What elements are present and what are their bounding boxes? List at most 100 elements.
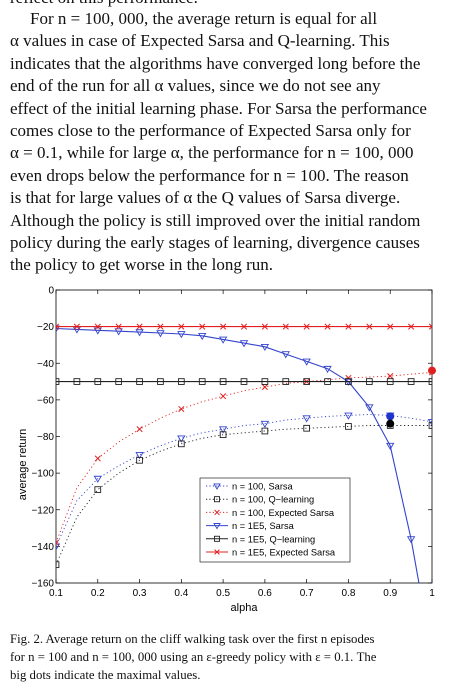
x-tick-label: 1 <box>429 588 435 599</box>
legend-label: n = 100, Sarsa <box>232 482 294 492</box>
triangle-marker <box>302 358 311 366</box>
square-marker <box>303 378 311 385</box>
paragraph-line: comes close to the performance of Expect… <box>10 121 411 141</box>
figure-chart: 0.1 0.2 0.3 0.4 0.5 0.6 0.7 0.8 0.9 1 0 −20 −40 −60 −8… <box>17 286 436 614</box>
square-marker <box>386 378 394 385</box>
triangle-marker <box>260 420 270 428</box>
square-marker <box>219 431 227 439</box>
x-axis-label: alpha <box>231 602 259 614</box>
square-marker <box>261 378 269 385</box>
triangle-marker <box>239 340 249 348</box>
square-marker <box>219 378 227 385</box>
clipped-previous-line: reflect on this performance. <box>10 0 470 8</box>
y-tick-label: −60 <box>37 395 54 406</box>
triangle-marker <box>213 483 221 490</box>
triangle-marker <box>406 536 416 544</box>
y-tick-label: −160 <box>31 579 54 590</box>
x-marker <box>345 374 352 381</box>
x-marker <box>345 323 352 330</box>
square-marker <box>177 378 185 385</box>
square-marker <box>94 378 102 385</box>
square-marker <box>365 378 373 385</box>
paragraph-line: For n = 100, 000, the average return is … <box>30 9 378 28</box>
y-tick-label: −40 <box>37 359 54 370</box>
figure-caption: Fig. 2. Average return on the cliff walk… <box>10 630 460 684</box>
series-line-3 <box>56 327 420 583</box>
x-marker <box>240 323 248 330</box>
x-marker <box>178 405 185 413</box>
x-marker <box>366 323 373 330</box>
square-marker <box>261 427 269 435</box>
x-marker <box>178 323 185 330</box>
triangle-marker <box>260 343 270 352</box>
triangle-marker <box>213 523 221 530</box>
square-marker <box>157 378 164 385</box>
x-marker <box>261 323 268 330</box>
x-tick-label: 0.4 <box>174 588 188 599</box>
legend-label: n = 1E5, Sarsa <box>232 521 295 531</box>
legend-label: n = 100, Q−learning <box>232 495 314 505</box>
x-marker <box>115 323 122 330</box>
square-marker <box>428 422 432 429</box>
triangle-marker <box>281 351 290 359</box>
triangle-marker <box>302 415 311 423</box>
caption-line: Fig. 2. Average return on the cliff walk… <box>10 632 375 646</box>
series-group <box>56 323 432 583</box>
triangle-marker <box>177 331 186 339</box>
x-marker <box>220 323 227 330</box>
triangle-marker <box>56 543 61 551</box>
legend-label: n = 1E5, Q−learning <box>232 534 315 544</box>
max-value-dot <box>428 366 436 375</box>
y-tick-label: −120 <box>31 505 54 516</box>
square-marker <box>240 378 248 385</box>
legend-label: n = 1E5, Expected Sarsa <box>232 548 336 558</box>
square-marker <box>324 378 331 385</box>
y-axis-label: average return <box>17 429 29 501</box>
paragraph-line: is that for large values of α the Q valu… <box>10 188 401 208</box>
max-value-dot <box>386 419 395 428</box>
x-marker <box>387 372 394 380</box>
x-tick-label: 0.2 <box>91 588 105 599</box>
paragraph-line: even drops below the performance for n =… <box>10 165 409 185</box>
triangle-marker <box>135 451 144 460</box>
triangle-marker <box>156 330 165 338</box>
x-marker <box>428 323 432 330</box>
x-marker <box>94 323 101 330</box>
paragraph-line: end of the run for all α values, since w… <box>10 76 381 96</box>
square-marker <box>136 456 143 464</box>
x-marker <box>387 323 394 330</box>
y-tick-label: −100 <box>31 469 54 480</box>
square-marker <box>94 486 102 493</box>
square-marker <box>177 440 185 448</box>
x-marker <box>282 323 289 330</box>
x-tick-label: 0.8 <box>341 588 355 599</box>
paragraph-line: the policy to get worse in the long run. <box>10 255 273 275</box>
square-marker <box>73 378 81 385</box>
x-tick-label: 0.7 <box>300 588 314 599</box>
x-tick-label: 0.1 <box>49 588 63 599</box>
triangle-marker <box>198 332 207 341</box>
triangle-marker <box>135 329 144 337</box>
x-marker <box>136 323 143 330</box>
x-marker <box>94 455 101 462</box>
x-tick-label: 0.5 <box>216 588 230 599</box>
body-paragraph: For n = 100, 000, the average return is … <box>10 8 460 277</box>
legend-label: n = 100, Expected Sarsa <box>232 508 335 518</box>
x-marker <box>324 323 331 330</box>
square-marker <box>428 378 432 385</box>
x-marker <box>408 323 415 330</box>
square-marker <box>56 378 60 385</box>
triangle-marker <box>218 336 228 344</box>
square-marker <box>345 423 352 430</box>
x-marker <box>56 539 60 546</box>
x-marker <box>214 549 220 555</box>
square-marker <box>345 378 352 385</box>
triangle-marker <box>218 426 228 434</box>
square-marker <box>198 378 206 385</box>
square-marker <box>303 424 311 432</box>
triangle-marker <box>386 442 395 450</box>
x-marker <box>214 509 220 516</box>
paragraph-line: effect of the initial learning phase. Fo… <box>10 98 427 118</box>
paragraph-line: policy during the early stages of learni… <box>10 233 420 253</box>
triangle-marker <box>365 404 374 412</box>
